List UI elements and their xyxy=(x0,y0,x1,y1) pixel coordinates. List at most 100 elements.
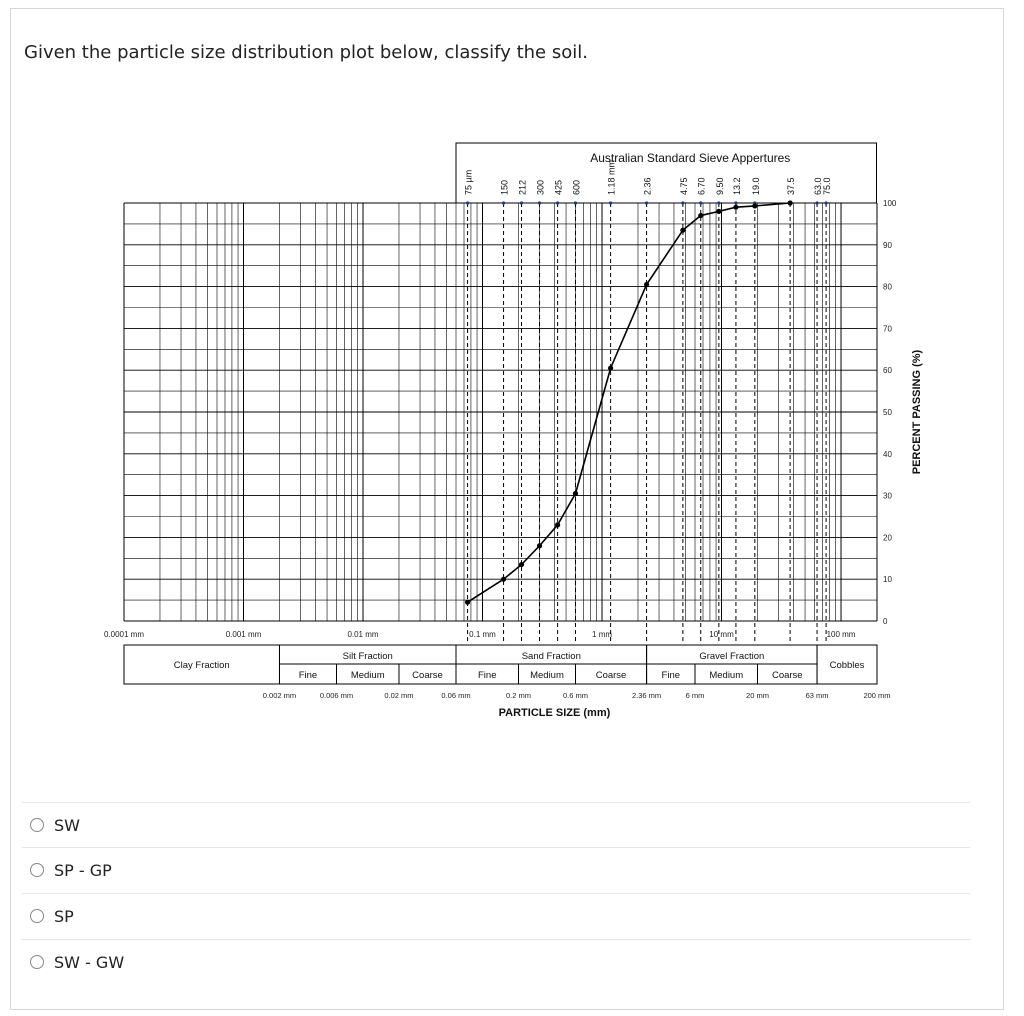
y-tick-label: 80 xyxy=(883,283,892,292)
subfraction-label: Coarse xyxy=(772,670,803,681)
subfraction-label: Coarse xyxy=(412,670,443,681)
sieve-label: 1.18 mm xyxy=(607,160,617,195)
grading-curve xyxy=(467,202,791,603)
data-point xyxy=(787,200,793,206)
boundary-label: 0.02 mm xyxy=(384,691,413,700)
x-decade-label: 10 mm xyxy=(709,630,734,639)
sieve-label: 19.0 xyxy=(751,177,761,195)
subfraction-label: Medium xyxy=(709,670,743,681)
sieve-label: 2.36 xyxy=(643,177,653,195)
fraction-label: Cobbles xyxy=(830,660,865,671)
data-point xyxy=(464,599,471,605)
data-point xyxy=(572,490,579,497)
sieve-label: 4.75 xyxy=(679,177,689,195)
sieve-label: 150 xyxy=(500,180,510,195)
y-tick-label: 100 xyxy=(883,199,897,208)
data-point xyxy=(555,522,561,528)
fraction-label: Gravel Fraction xyxy=(699,651,764,662)
sieve-marker xyxy=(699,201,703,205)
boundary-label: 0.2 mm xyxy=(506,691,531,700)
y-tick-label: 10 xyxy=(883,575,892,584)
boundary-label: 6 mm xyxy=(686,691,705,700)
boundary-label: 63 mm xyxy=(806,691,829,700)
subfraction-label: Medium xyxy=(530,670,564,681)
radio-icon[interactable] xyxy=(30,909,44,923)
x-decade-label: 1 mm xyxy=(592,630,612,639)
y-tick-label: 50 xyxy=(883,408,892,417)
subfraction-label: Fine xyxy=(478,670,496,681)
sieve-marker xyxy=(717,201,721,205)
option-label: SP - GP xyxy=(54,860,112,880)
sieve-marker xyxy=(573,201,578,205)
option-sp[interactable]: SP xyxy=(22,893,970,938)
sieve-marker xyxy=(609,201,613,205)
y-tick-label: 40 xyxy=(883,450,892,459)
radio-icon[interactable] xyxy=(30,863,44,877)
boundary-label: 2.36 mm xyxy=(632,691,661,700)
sieve-marker xyxy=(681,201,685,205)
sieve-label: 75 µm xyxy=(464,170,474,195)
data-point xyxy=(500,576,507,582)
radio-icon[interactable] xyxy=(30,955,44,969)
y-tick-label: 90 xyxy=(883,241,892,250)
boundary-label: 20 mm xyxy=(746,691,769,700)
fraction-label: Sand Fraction xyxy=(522,651,581,662)
boundary-label: 0.6 mm xyxy=(563,691,588,700)
sieve-marker xyxy=(537,201,542,205)
boundary-label: 0.06 mm xyxy=(441,691,470,700)
particle-size-chart: Australian Standard Sieve Appertures 75 µ… xyxy=(104,142,923,719)
data-point xyxy=(698,212,704,219)
data-point xyxy=(680,227,686,233)
sieve-label: 6.70 xyxy=(697,177,707,195)
data-point xyxy=(752,203,758,209)
option-sw[interactable]: SW xyxy=(22,802,970,847)
data-point xyxy=(518,561,525,568)
sieve-marker xyxy=(501,201,506,205)
y-tick-label: 30 xyxy=(883,492,892,501)
boundary-label: 200 mm xyxy=(863,691,890,700)
option-sp-gp[interactable]: SP - GP xyxy=(22,847,970,892)
sieve-label: 37.5 xyxy=(786,177,796,195)
sieve-marker xyxy=(465,201,470,205)
sieve-label: 300 xyxy=(536,180,546,195)
sieve-marker xyxy=(734,201,738,205)
question-card xyxy=(10,8,1004,1010)
sieve-label: 75.0 xyxy=(822,177,832,195)
x-decade-label: 0.001 mm xyxy=(226,630,262,639)
sieve-label: 63.0 xyxy=(813,177,823,195)
data-point xyxy=(643,281,650,288)
sieve-label: 9.50 xyxy=(715,177,725,195)
y-tick-label: 0 xyxy=(883,617,888,626)
option-label: SP xyxy=(54,906,74,926)
sieve-label: 13.2 xyxy=(732,177,742,195)
y-tick-label: 70 xyxy=(883,324,892,333)
subfraction-label: Medium xyxy=(351,670,385,681)
x-decade-label: 100 mm xyxy=(827,630,856,639)
sieve-marker xyxy=(824,201,828,205)
boundary-label: 0.002 mm xyxy=(263,691,296,700)
sieve-marker xyxy=(644,201,649,205)
sieve-label: 600 xyxy=(572,180,582,195)
x-axis-label: PARTICLE SIZE (mm) xyxy=(499,707,611,719)
chart-title: Australian Standard Sieve Appertures xyxy=(590,151,790,165)
data-point xyxy=(608,365,614,371)
fraction-label: Silt Fraction xyxy=(343,651,393,662)
sieve-marker xyxy=(519,201,524,205)
fraction-cell xyxy=(816,644,878,685)
radio-icon[interactable] xyxy=(30,818,44,832)
sieve-label: 212 xyxy=(518,180,528,195)
sieve-label: 425 xyxy=(554,180,564,195)
option-label: SW xyxy=(54,815,80,835)
fraction-label: Clay Fraction xyxy=(174,660,230,671)
data-point xyxy=(733,204,739,210)
boundary-label: 0.006 mm xyxy=(320,691,353,700)
y-tick-label: 20 xyxy=(883,533,892,542)
option-label: SW - GW xyxy=(54,952,125,972)
y-axis-label: PERCENT PASSING (%) xyxy=(911,349,923,474)
option-sw-gw[interactable]: SW - GW xyxy=(22,939,970,984)
data-point xyxy=(716,208,722,214)
subfraction-label: Fine xyxy=(299,670,317,681)
x-decade-label: 0.1 mm xyxy=(469,630,496,639)
question-text: Given the particle size distribution plo… xyxy=(24,42,588,63)
subfraction-label: Coarse xyxy=(596,670,627,681)
